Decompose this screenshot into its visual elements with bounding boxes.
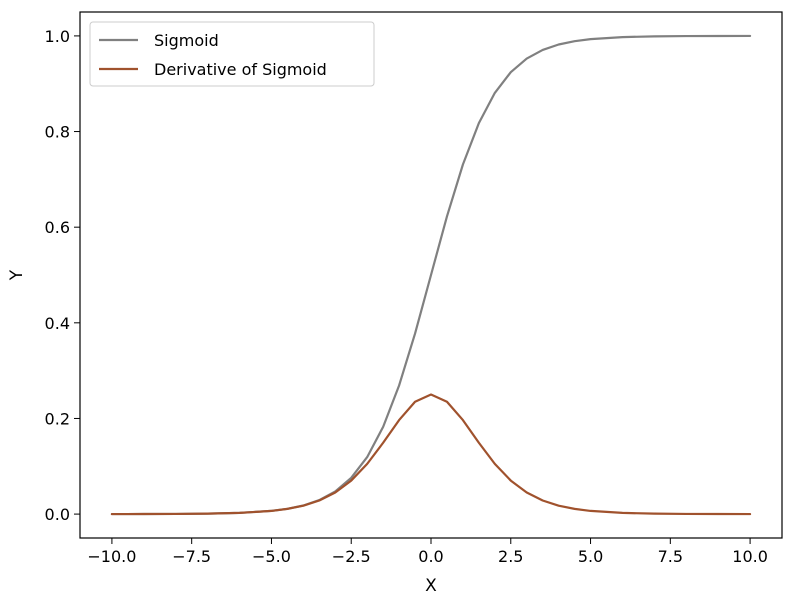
y-tick-label: 1.0 [45,27,70,46]
x-tick-label: 7.5 [658,547,683,566]
x-tick-label: 10.0 [732,547,768,566]
x-tick-label: −7.5 [172,547,211,566]
x-tick-label: −5.0 [252,547,291,566]
legend-label-0: Sigmoid [154,31,219,50]
y-tick-label: 0.6 [45,218,70,237]
y-tick-label: 0.2 [45,409,70,428]
y-tick-label: 0.8 [45,123,70,142]
y-tick-label: 0.0 [45,505,70,524]
x-axis: −10.0 −7.5 −5.0 −2.5 0.0 2.5 5.0 7.5 10.0 [87,538,768,566]
series-line-1 [110,393,752,516]
legend-label-1: Derivative of Sigmoid [154,60,327,79]
y-axis: 0.0 0.2 0.4 0.6 0.8 1.0 [45,27,80,524]
legend-box [89,21,375,87]
x-tick-label: 2.5 [498,547,523,566]
y-tick-label: 0.4 [45,314,70,333]
x-tick-label: −2.5 [332,547,371,566]
x-tick-label: −10.0 [87,547,136,566]
series-layer [110,34,752,516]
x-tick-label: 0.0 [418,547,443,566]
legend: Sigmoid Derivative of Sigmoid [89,21,375,87]
x-axis-label: X [425,576,437,596]
x-tick-label: 5.0 [578,547,603,566]
y-axis-label: Y [7,269,27,281]
